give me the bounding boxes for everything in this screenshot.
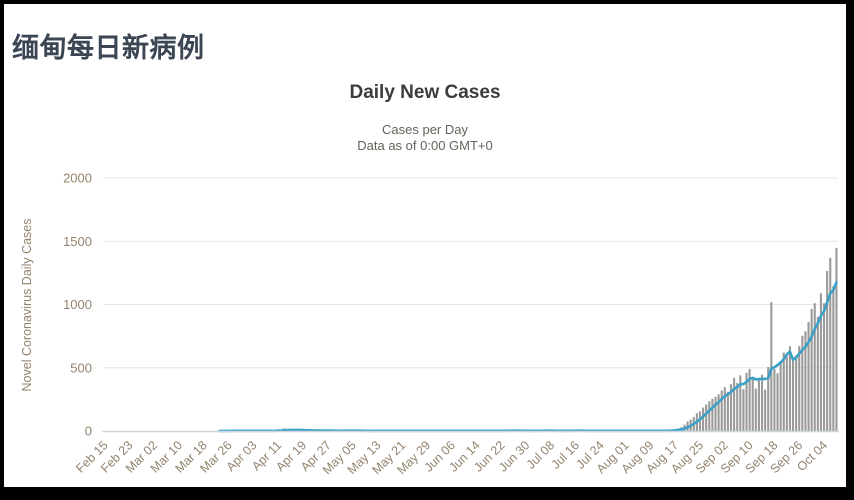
bar[interactable] <box>742 389 745 431</box>
bar[interactable] <box>739 375 742 431</box>
bar[interactable] <box>807 321 810 431</box>
bar[interactable] <box>720 390 723 431</box>
bar[interactable] <box>791 357 795 431</box>
y-tick-label: 2000 <box>63 171 92 186</box>
bar[interactable] <box>773 369 776 431</box>
bar[interactable] <box>751 377 754 431</box>
bar[interactable] <box>717 394 720 431</box>
bar[interactable] <box>754 388 757 431</box>
bar[interactable] <box>711 398 714 431</box>
page-background: 缅甸每日新病例 Daily New Cases Cases per Day Da… <box>4 4 846 487</box>
bar[interactable] <box>832 286 835 431</box>
chart-note: Data as of 0:00 GMT+0 <box>357 138 493 153</box>
y-tick-label: 1000 <box>63 297 92 312</box>
bar[interactable] <box>760 374 764 431</box>
y-tick-label: 1500 <box>63 234 92 249</box>
bar[interactable] <box>757 379 760 431</box>
bar[interactable] <box>813 303 816 431</box>
chart-subtitle: Cases per Day <box>382 122 468 137</box>
bar[interactable] <box>816 316 819 431</box>
gridlines <box>103 177 838 369</box>
bar[interactable] <box>804 331 807 431</box>
bar[interactable] <box>764 389 767 431</box>
bar[interactable] <box>767 366 770 431</box>
bar[interactable] <box>782 352 785 431</box>
bar[interactable] <box>822 303 826 431</box>
bar[interactable] <box>736 382 739 431</box>
bar[interactable] <box>798 346 801 431</box>
bar[interactable] <box>770 302 773 431</box>
bar[interactable] <box>779 361 782 431</box>
bar[interactable] <box>748 369 751 431</box>
y-axis-labels: 0 500 1000 1500 2000 <box>63 171 92 439</box>
bar[interactable] <box>729 384 733 431</box>
bar[interactable] <box>702 407 705 431</box>
y-tick-label: 0 <box>85 424 92 439</box>
bar[interactable] <box>776 373 779 431</box>
bar[interactable] <box>819 293 822 431</box>
bar[interactable] <box>785 356 788 431</box>
bar[interactable] <box>801 335 804 431</box>
bar[interactable] <box>708 401 711 431</box>
bar[interactable] <box>788 346 791 431</box>
chart-title: Daily New Cases <box>349 82 501 103</box>
bar[interactable] <box>726 391 729 431</box>
y-tick-label: 500 <box>70 360 92 375</box>
bar[interactable] <box>705 404 708 431</box>
bar[interactable] <box>714 396 717 431</box>
daily-cases-bars[interactable] <box>218 247 838 431</box>
bar[interactable] <box>795 355 798 431</box>
bar[interactable] <box>826 270 829 431</box>
bar[interactable] <box>698 411 702 431</box>
chart-canvas[interactable]: 0 500 1000 1500 2000 Novel Coronavirus Daily… <box>4 4 846 487</box>
y-axis-title: Novel Coronavirus Daily Cases <box>20 219 34 392</box>
page-title: 缅甸每日新病例 <box>12 33 205 64</box>
bar[interactable] <box>723 387 726 431</box>
bar[interactable] <box>733 377 736 431</box>
bar[interactable] <box>745 372 748 431</box>
bar[interactable] <box>810 308 813 431</box>
bar[interactable] <box>829 257 832 431</box>
bar[interactable] <box>835 247 838 431</box>
